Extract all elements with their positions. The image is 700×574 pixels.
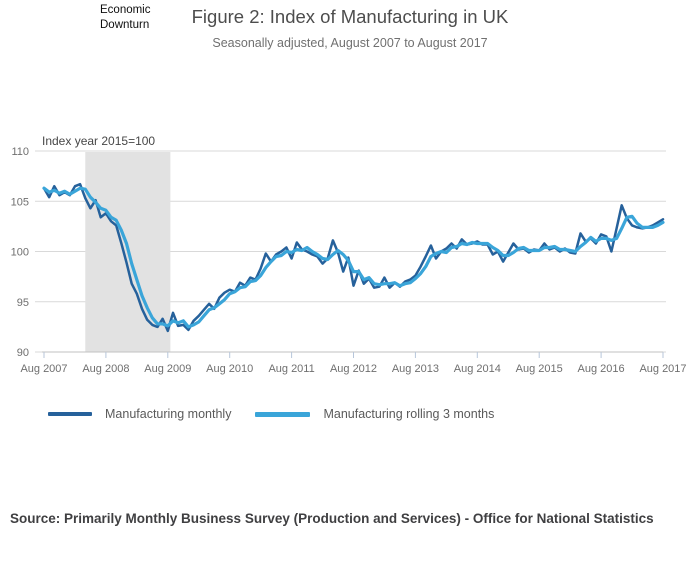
source-note: Source: Primarily Monthly Business Surve… [10, 511, 654, 526]
legend-label-rolling: Manufacturing rolling 3 months [323, 407, 495, 421]
chart-subtitle: Seasonally adjusted, August 2007 to Augu… [212, 36, 488, 50]
legend-swatch-rolling-line [255, 411, 311, 417]
y-tick-label: 90 [17, 347, 29, 359]
x-tick-label: Aug 2007 [20, 363, 67, 375]
y-axis-title: Index year 2015=100 [42, 134, 156, 148]
legend-swatch-monthly-line [48, 412, 92, 416]
x-tick-label: Aug 2012 [330, 363, 377, 375]
chart-legend: Manufacturing monthly Manufacturing roll… [0, 407, 700, 421]
y-tick-label: 110 [11, 146, 29, 158]
rolling-3-month-series-line [42, 186, 665, 329]
legend-label-monthly: Manufacturing monthly [105, 407, 232, 421]
x-tick-label: Aug 2015 [516, 363, 563, 375]
x-tick-label: Aug 2016 [578, 363, 625, 375]
y-tick-label: 105 [11, 196, 29, 208]
x-tick-label: Aug 2010 [206, 363, 253, 375]
y-tick-label: 100 [11, 247, 29, 259]
recession-band-label: Economic Downturn [100, 4, 151, 31]
line-chart: Aug 2007 Aug 2008 Aug 2009 Aug 2010 Aug 2011… [11, 146, 687, 375]
x-tick-label: Aug 2014 [454, 363, 501, 375]
monthly-series-line [42, 182, 665, 333]
x-tick-label: Aug 2011 [268, 363, 314, 375]
y-tick-label: 95 [17, 297, 29, 309]
x-tick-label: Aug 2013 [392, 363, 439, 375]
x-tick-label: Aug 2017 [639, 363, 686, 375]
x-tick-label: Aug 2009 [144, 363, 191, 375]
page-title: Figure 2: Index of Manufacturing in UK [191, 6, 509, 27]
x-tick-label: Aug 2008 [82, 363, 129, 375]
